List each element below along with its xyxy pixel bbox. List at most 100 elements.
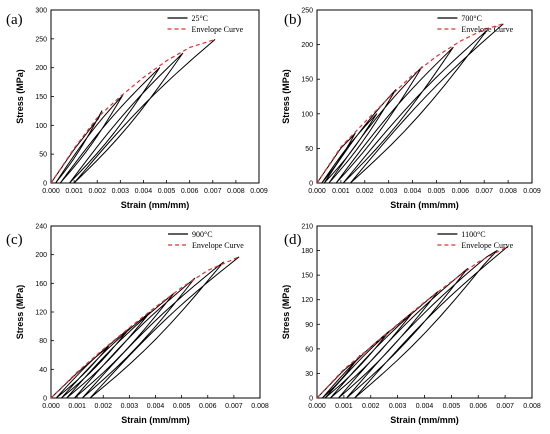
x-tick-label: 0.005 <box>428 188 446 195</box>
plot-frame <box>316 9 533 184</box>
legend-label-temperature: 1100°C <box>461 230 485 239</box>
x-axis-label: Strain (mm/mm) <box>121 200 190 210</box>
legend-label-envelope: Envelope Curve <box>191 25 243 34</box>
x-tick-label: 0.007 <box>496 403 514 410</box>
y-tick-label: 250 <box>35 36 47 43</box>
x-tick-label: 0.007 <box>225 403 243 410</box>
x-axis-label: Strain (mm/mm) <box>390 415 459 425</box>
x-tick-label: 0.009 <box>523 188 541 195</box>
x-tick-label: 0.003 <box>389 403 407 410</box>
x-tick-label: 0.002 <box>94 403 112 410</box>
x-tick-label: 0.004 <box>416 403 434 410</box>
x-tick-label: 0.002 <box>362 403 380 410</box>
y-tick-label: 120 <box>301 297 313 304</box>
plot-frame <box>316 225 533 399</box>
plot-area <box>51 38 216 183</box>
y-tick-label: 200 <box>301 42 313 49</box>
chart-panel: (d) 0.000 0.001 0.002 0.003 0.004 0.005 0.006 0.… <box>281 224 541 426</box>
envelope-curve-line <box>51 38 216 183</box>
cyclic-curve-line <box>317 246 509 398</box>
x-tick-label: 0.001 <box>68 403 86 410</box>
panel-label: (b) <box>284 12 302 28</box>
x-tick-label: 0.005 <box>173 403 191 410</box>
y-tick-label: 150 <box>301 273 313 280</box>
plot-area <box>317 245 509 398</box>
x-tick-label: 0.003 <box>380 188 398 195</box>
y-tick-label: 300 <box>35 8 47 15</box>
legend-label-temperature: 700°C <box>461 14 482 23</box>
y-tick-label: 200 <box>35 65 47 72</box>
x-tick-label: 0.001 <box>65 188 83 195</box>
y-axis-label: Stress (MPa) <box>281 69 291 124</box>
y-tick-label: 210 <box>301 224 313 231</box>
y-tick-label: 250 <box>301 8 313 15</box>
x-tick-label: 0.002 <box>88 188 106 195</box>
x-tick-label: 0.008 <box>523 403 541 410</box>
y-tick-label: 0 <box>43 181 47 188</box>
y-tick-label: 0 <box>309 396 313 403</box>
x-tick-label: 0.008 <box>227 188 245 195</box>
x-axis-label: Strain (mm/mm) <box>390 200 459 210</box>
y-tick-label: 50 <box>39 152 47 159</box>
x-tick-label: 0.003 <box>112 188 130 195</box>
x-tick-label: 0.006 <box>452 188 470 195</box>
panel-label: (d) <box>284 232 302 248</box>
legend: 1100°C Envelope Curve <box>437 230 514 250</box>
y-axis-label: Stress (MPa) <box>15 69 25 124</box>
y-tick-label: 160 <box>35 281 47 288</box>
y-axis-label: Stress (MPa) <box>15 285 25 340</box>
legend: 700°C Envelope Curve <box>437 14 514 34</box>
cyclic-curve-line <box>51 39 216 183</box>
y-tick-label: 150 <box>301 77 313 84</box>
chart-panel: (b) 0.000 0.001 0.002 0.003 0.004 0.005 0.006 0.… <box>281 8 541 211</box>
y-tick-label: 200 <box>35 252 47 259</box>
y-tick-label: 60 <box>305 346 313 353</box>
panel-label: (a) <box>6 12 23 28</box>
x-tick-label: 0.001 <box>332 188 350 195</box>
y-axis-label: Stress (MPa) <box>281 285 291 340</box>
y-tick-label: 90 <box>305 322 313 329</box>
x-axis-label: Strain (mm/mm) <box>121 415 190 425</box>
x-tick-label: 0.001 <box>335 403 353 410</box>
x-tick-label: 0.006 <box>199 403 217 410</box>
x-tick-label: 0.004 <box>147 403 165 410</box>
y-tick-label: 30 <box>305 371 313 378</box>
y-tick-label: 0 <box>43 396 47 403</box>
chart-panel: (c) 0.000 0.001 0.002 0.003 0.004 0.005 0.006 0.… <box>6 224 269 426</box>
x-tick-label: 0.006 <box>469 403 487 410</box>
legend-label-envelope: Envelope Curve <box>192 241 244 250</box>
x-tick-label: 0.000 <box>308 403 326 410</box>
x-tick-label: 0.006 <box>181 188 199 195</box>
y-tick-label: 240 <box>35 224 47 231</box>
y-tick-label: 180 <box>301 248 313 255</box>
y-tick-label: 0 <box>309 181 313 188</box>
x-tick-label: 0.007 <box>204 188 222 195</box>
x-tick-label: 0.008 <box>251 403 269 410</box>
x-tick-label: 0.009 <box>250 188 268 195</box>
plot-area <box>317 23 504 183</box>
cyclic-curve-line <box>51 256 240 398</box>
envelope-curve-line <box>51 256 240 398</box>
y-tick-label: 50 <box>305 146 313 153</box>
x-tick-label: 0.005 <box>443 403 461 410</box>
x-tick-label: 0.002 <box>356 188 374 195</box>
legend-label-temperature: 900°C <box>192 230 213 239</box>
x-tick-label: 0.004 <box>135 188 153 195</box>
y-tick-label: 100 <box>301 111 313 118</box>
legend-label-envelope: Envelope Curve <box>461 25 513 34</box>
x-tick-label: 0.000 <box>308 188 326 195</box>
cyclic-curve-line <box>317 23 504 183</box>
legend-label-temperature: 25°C <box>191 14 208 23</box>
plot-area <box>51 256 240 398</box>
legend: 900°C Envelope Curve <box>168 230 244 250</box>
x-tick-label: 0.003 <box>121 403 139 410</box>
x-tick-label: 0.004 <box>404 188 422 195</box>
x-tick-label: 0.007 <box>475 188 493 195</box>
y-tick-label: 150 <box>35 94 47 101</box>
chart-panel: (a) 0.000 0.001 0.002 0.003 0.004 0.005 0.006 0.… <box>6 8 268 211</box>
panel-label: (c) <box>6 232 23 248</box>
y-tick-label: 120 <box>35 310 47 317</box>
envelope-curve-line <box>317 245 509 398</box>
x-tick-label: 0.008 <box>499 188 517 195</box>
